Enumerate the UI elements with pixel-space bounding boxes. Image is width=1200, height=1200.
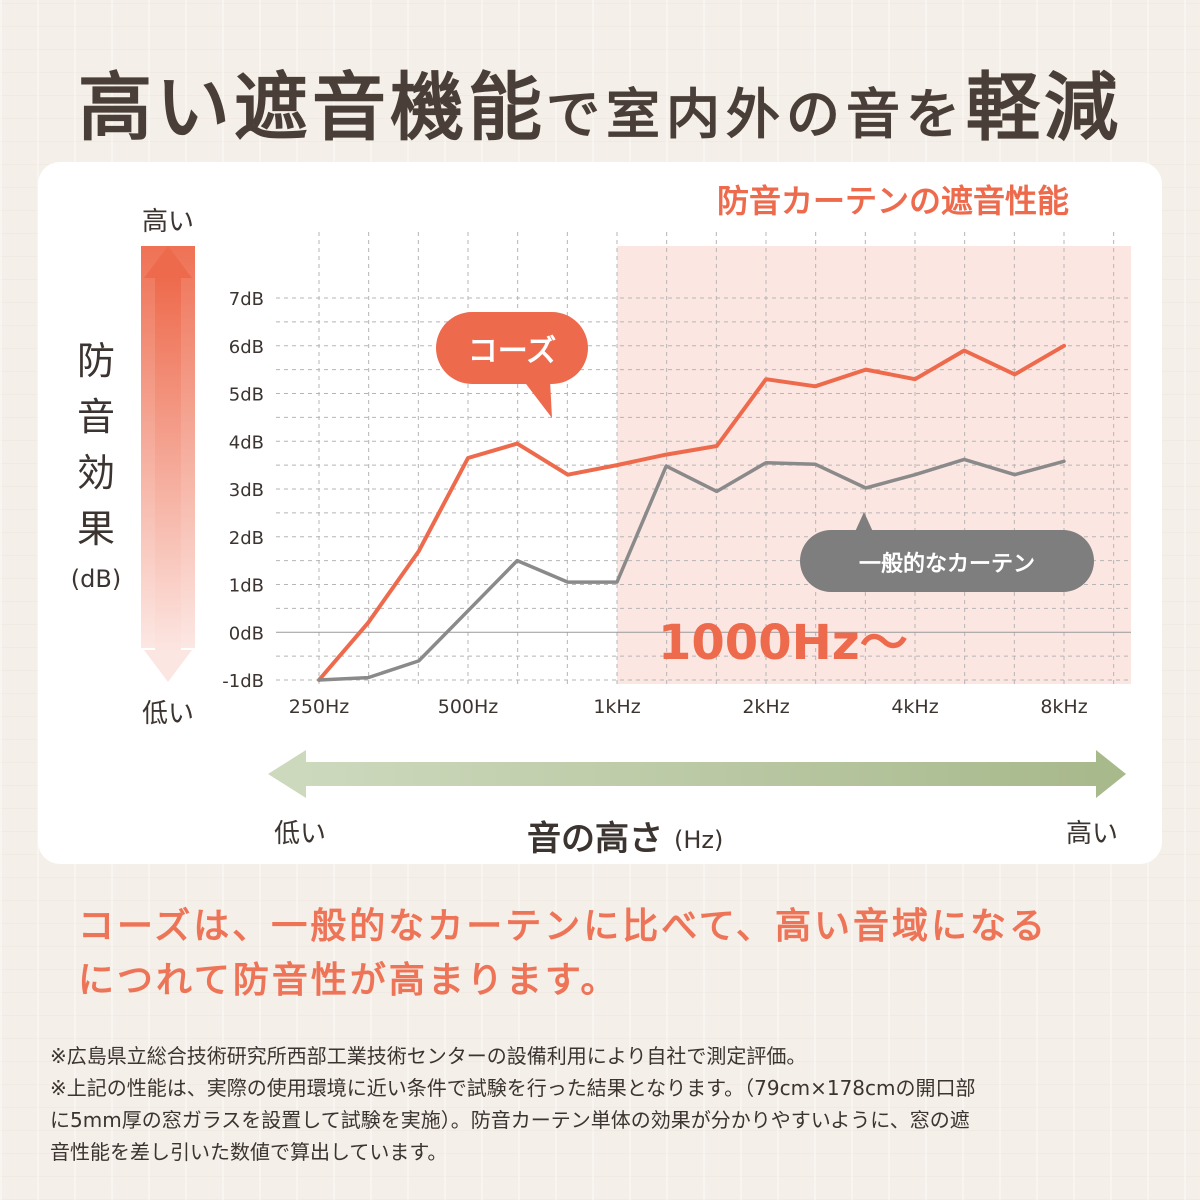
series-line-coz [317,343,1066,682]
x-tick-label: 8kHz [1040,696,1087,718]
y-axis-label-char: 防 [77,339,115,383]
series-line-standard [317,457,1066,682]
summary-line-1: コーズは、一般的なカーテンに比べて、高い音域になる [78,906,1048,947]
footnote-line: に5mm厚の窓ガラスを設置して試験を実施）。防音カーテン単体の効果が分かりやすい… [50,1108,970,1132]
summary-line-2: につれて防音性が高まります。 [78,960,620,1001]
chart-title: 防音カーテンの遮音性能 [717,182,1069,220]
footnote-line: ※広島県立総合技術研究所西部工業技術センターの設備利用により自社で測定評価。 [50,1044,807,1068]
x-tick-label: 4kHz [891,696,938,718]
x-low-label: 低い [274,819,326,849]
headline-part1: 高い遮音機能 [78,65,546,151]
highlight-label: 1000Hz〜 [658,615,908,671]
chart-card: 7dB 6dB 5dB 4dB 3dB 2dB 1dB 0dB -1dB 250Hz 500Hz 1k… [38,162,1162,864]
y-axis-arrow-body [155,276,181,652]
callout-coz-tail [523,380,552,418]
footnote-line: ※上記の性能は、実際の使用環境に近い条件で試験を行った結果となります。（79cm… [50,1076,976,1100]
x-axis-unit: (Hz) [674,826,723,854]
summary-text: コーズは、一般的なカーテンに比べて、高い音域になる につれて防音性が高まります。 [78,900,1138,1008]
x-tick-label: 1kHz [593,696,640,718]
x-high-label: 高い [1066,819,1118,849]
x-tick-label: 250Hz [289,696,350,718]
y-axis-arrow-head-up [144,246,192,278]
callout-standard-bubble [800,530,1094,592]
x-axis-label: 音の高さ [527,819,663,859]
headline-part2: で室内外の音を [546,82,966,146]
y-axis-label-char: 果 [77,507,115,551]
footnote-line: 音性能を差し引いた数値で算出しています。 [50,1140,448,1164]
y-tick-label: 2dB [229,528,264,549]
headline: 高い遮音機能で室内外の音を軽減 [0,48,1200,155]
callout-standard-label: 一般的なカーテン [859,551,1035,577]
callout-coz-bubble [436,312,588,384]
sound-insulation-chart: 7dB 6dB 5dB 4dB 3dB 2dB 1dB 0dB -1dB 250Hz 500Hz 1k… [71,182,1131,859]
headline-part3: 軽減 [966,65,1122,151]
y-tick-label: 4dB [229,432,264,453]
footnotes: ※広島県立総合技術研究所西部工業技術センターの設備利用により自社で測定評価。 ※… [50,1040,1160,1168]
y-tick-label: 7dB [229,289,264,310]
x-axis-arrow-head-left [268,750,306,798]
y-tick-label: 6dB [229,337,264,358]
y-tick-label: 5dB [229,385,264,406]
y-axis-label-char: 音 [77,395,115,439]
x-axis-arrow-body [304,762,1100,786]
y-tick-label: 1dB [229,576,264,597]
y-tick-label: 3dB [229,480,264,501]
y-tick-label: 0dB [229,623,264,644]
y-low-label: 低い [142,699,194,729]
y-axis-arrow-head-down [144,650,192,682]
x-tick-label: 500Hz [438,696,499,718]
y-high-label: 高い [142,207,194,237]
callout-coz-label: コーズ [468,334,557,369]
y-axis-unit: (dB) [71,565,121,593]
y-tick-label: -1dB [222,671,264,692]
x-axis-arrow-head-right [1096,750,1126,798]
callout-standard-tail [854,512,874,534]
y-axis-label-char: 効 [77,451,115,495]
x-tick-label: 2kHz [742,696,789,718]
